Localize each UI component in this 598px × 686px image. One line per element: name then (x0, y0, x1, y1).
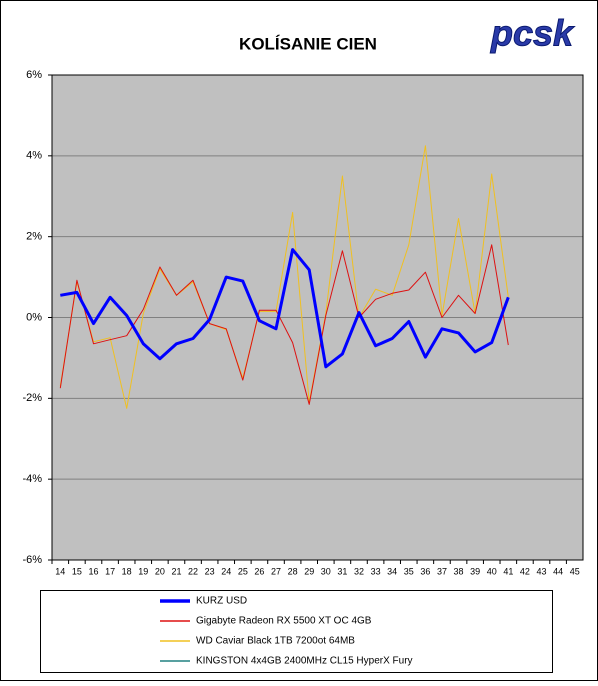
legend-label: WD Caviar Black 1TB 7200ot 64MB (196, 636, 355, 647)
x-tick-label: 18 (122, 566, 132, 576)
series-line (60, 248, 510, 369)
chart-title: KOLÍSANIE CIEN (239, 34, 377, 53)
x-tick-label: 22 (188, 566, 198, 576)
y-tick-label: -2% (22, 392, 42, 404)
y-tick-label: 4% (26, 150, 42, 162)
y-tick-label: 0% (26, 311, 42, 323)
y-tick-label: 2% (26, 231, 42, 243)
x-tick-label: 41 (503, 566, 513, 576)
x-tick-label: 40 (487, 566, 497, 576)
x-tick-label: 39 (470, 566, 480, 576)
x-tick-label: 35 (404, 566, 414, 576)
legend (40, 590, 553, 673)
x-tick-label: 26 (254, 566, 264, 576)
legend-label: KURZ USD (196, 596, 247, 607)
y-tick-label: -4% (22, 473, 42, 485)
x-tick-label: 24 (221, 566, 231, 576)
legend-label: Gigabyte Radeon RX 5500 XT OC 4GB (196, 616, 372, 627)
logo: pcsk (490, 13, 575, 54)
x-tick-label: 33 (371, 566, 381, 576)
x-tick-label: 29 (304, 566, 314, 576)
legend-label: KINGSTON 4x4GB 2400MHz CL15 HyperX Fury (196, 656, 413, 667)
x-tick-label: 42 (520, 566, 530, 576)
x-tick-label: 31 (337, 566, 347, 576)
x-tick-label: 14 (55, 566, 65, 576)
x-tick-label: 45 (570, 566, 580, 576)
x-tick-label: 34 (387, 566, 397, 576)
x-tick-label: 19 (138, 566, 148, 576)
x-tick-label: 27 (271, 566, 281, 576)
x-tick-label: 32 (354, 566, 364, 576)
y-tick-label: 6% (26, 69, 42, 81)
x-tick-label: 44 (553, 566, 563, 576)
x-tick-label: 20 (155, 566, 165, 576)
series-line (59, 244, 509, 405)
x-tick-label: 15 (72, 566, 82, 576)
x-tick-label: 23 (205, 566, 215, 576)
x-tick-label: 25 (238, 566, 248, 576)
x-tick-label: 38 (454, 566, 464, 576)
series-line (59, 145, 509, 409)
x-tick-label: 21 (171, 566, 181, 576)
x-tick-label: 36 (420, 566, 430, 576)
y-tick-label: -6% (22, 554, 42, 566)
x-tick-label: 43 (537, 566, 547, 576)
x-tick-label: 28 (288, 566, 298, 576)
x-tick-label: 30 (321, 566, 331, 576)
x-tick-label: 16 (88, 566, 98, 576)
x-tick-label: 17 (105, 566, 115, 576)
x-tick-label: 37 (437, 566, 447, 576)
